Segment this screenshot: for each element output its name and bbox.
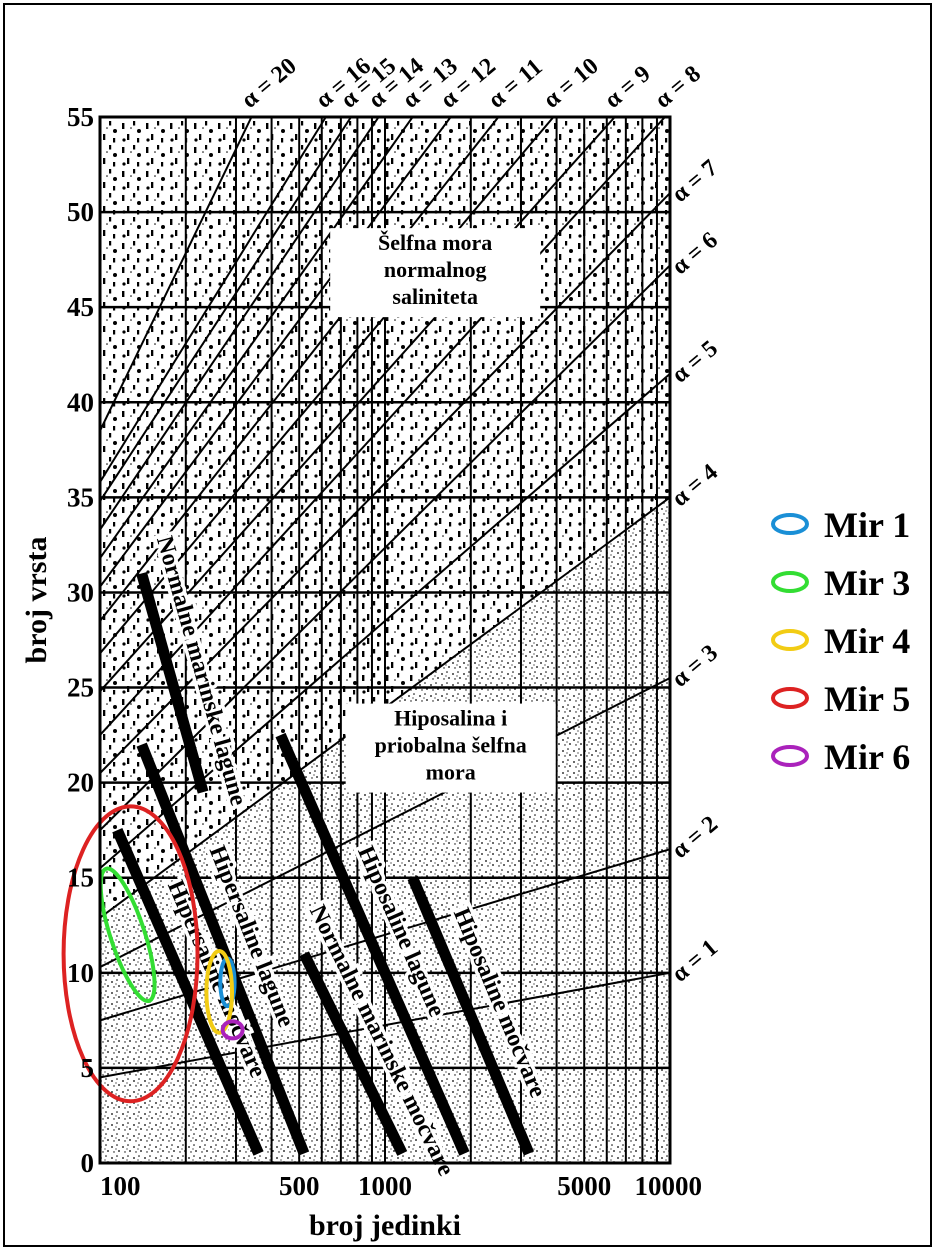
legend-label-mir-5: Mir 5 xyxy=(824,679,910,719)
y-tick-label: 20 xyxy=(67,768,94,798)
legend-swatch-mir-4 xyxy=(771,629,809,651)
region-label-line: Hiposalina i xyxy=(394,706,507,731)
y-tick-label: 40 xyxy=(67,387,94,417)
ellipse-mir-4 xyxy=(204,948,235,1035)
isoline-8 xyxy=(99,116,666,736)
isoline-13 xyxy=(99,116,414,559)
y-tick-label: 5 xyxy=(81,1053,95,1083)
ellipse-mir-5 xyxy=(61,804,200,1104)
y-tick-label: 0 xyxy=(81,1148,95,1178)
legend-swatch-mir-1 xyxy=(771,513,809,535)
legend: Mir 1 Mir 3 Mir 4 Mir 5 Mir 6 xyxy=(771,505,910,777)
y-tick-label: 30 xyxy=(67,577,94,607)
isoline-15 xyxy=(99,116,352,502)
isoline-11 xyxy=(99,116,500,622)
legend-label-mir-3: Mir 3 xyxy=(824,563,910,603)
isoline-20 xyxy=(99,116,253,432)
plot-border xyxy=(98,115,672,1165)
legend-label-mir-4: Mir 4 xyxy=(824,621,910,661)
isoline-7 xyxy=(99,192,671,774)
region-label-bg xyxy=(345,703,556,793)
axes: 0 5 10 15 20 25 30 35 40 45 50 55 100 500 1000 5000 1000… xyxy=(67,102,702,1201)
isoline-14 xyxy=(99,116,380,531)
x-tick-label: 5000 xyxy=(557,1171,611,1201)
ellipse-mir-6 xyxy=(220,1019,245,1041)
x-axis-title: broj jedinki xyxy=(309,1209,461,1242)
isoline-5 xyxy=(99,372,671,869)
y-tick-label: 15 xyxy=(67,863,94,893)
zone-band-hipersaline-lagune xyxy=(136,742,310,1156)
region-label-line: normalnog xyxy=(384,257,487,282)
region-label-line: priobalna šelfna xyxy=(375,733,527,758)
isoline-9 xyxy=(99,116,616,693)
legend-swatch-mir-3 xyxy=(771,571,809,593)
region-label-bg xyxy=(330,228,541,318)
region-label-line: saliniteta xyxy=(392,284,478,309)
zone-band-hipersaline-mo-vare xyxy=(112,827,264,1156)
y-tick-label: 55 xyxy=(67,102,94,132)
region-label-line: Šelfna mora xyxy=(378,230,492,255)
isoline-16 xyxy=(99,116,327,483)
zone-band-normalne-marinske-mo-vare xyxy=(299,951,408,1156)
zone-band-hiposaline-mo-vare xyxy=(407,875,535,1156)
ellipse-mir-3 xyxy=(98,866,157,1004)
legend-swatch-mir-6 xyxy=(771,745,809,767)
legend-label-mir-1: Mir 1 xyxy=(824,505,910,545)
isoline-1 xyxy=(99,971,671,1079)
isoline-6 xyxy=(99,264,671,831)
region-label-line: mora xyxy=(426,760,476,785)
y-tick-label: 45 xyxy=(67,292,94,322)
y-tick-label: 50 xyxy=(67,197,94,227)
x-tick-label: 10000 xyxy=(635,1171,703,1201)
x-tick-label: 500 xyxy=(279,1171,320,1201)
y-tick-label: 25 xyxy=(67,673,94,703)
y-axis-title: broj vrsta xyxy=(20,537,53,664)
x-tick-label: 1000 xyxy=(358,1171,412,1201)
y-tick-label: 35 xyxy=(67,482,94,512)
y-tick-label: 10 xyxy=(67,958,94,988)
legend-swatch-mir-5 xyxy=(771,687,809,709)
x-tick-label: 100 xyxy=(100,1171,141,1201)
legend-label-mir-6: Mir 6 xyxy=(824,737,910,777)
isoline-10 xyxy=(99,116,555,654)
sample-ellipses xyxy=(61,804,245,1104)
isoline-12 xyxy=(99,116,452,588)
zone-band-hiposaline-lagune xyxy=(275,732,470,1156)
zone-band-normalne-marinske-lagune xyxy=(136,571,209,794)
